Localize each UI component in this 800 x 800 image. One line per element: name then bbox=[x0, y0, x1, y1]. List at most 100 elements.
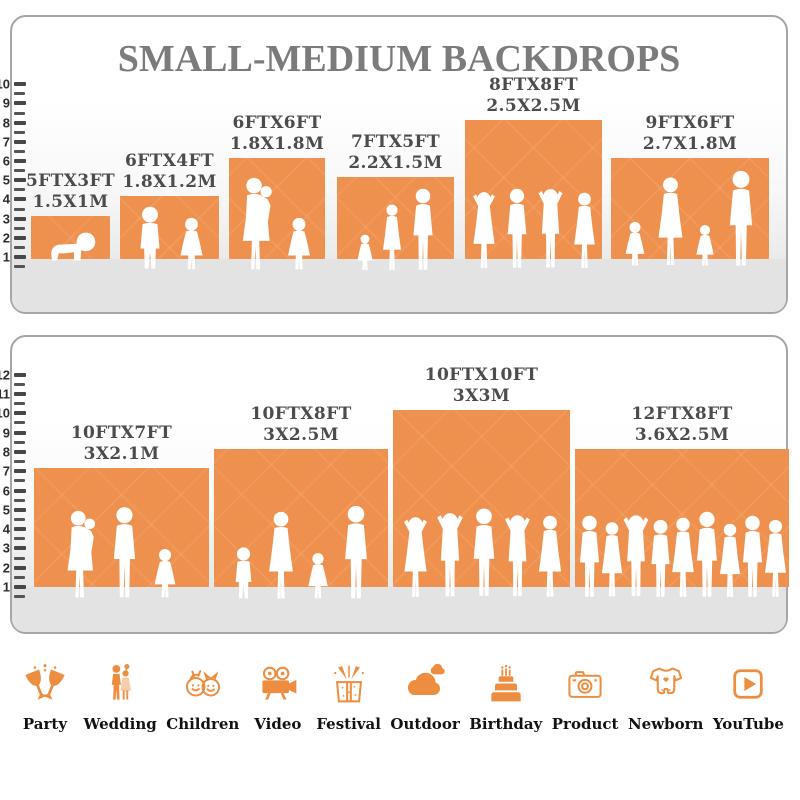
ruler-number: 1 bbox=[2, 249, 10, 265]
backdrop-size-label: 5FTX3FT 1.5X1M bbox=[0, 171, 191, 213]
size-m-text: 1.8X1.2M bbox=[122, 172, 217, 192]
man-silhouette-icon bbox=[107, 506, 141, 600]
ruler-tick bbox=[14, 527, 26, 532]
size-ft-text: 10FTX8FT bbox=[250, 404, 352, 424]
people-silhouettes bbox=[239, 177, 316, 272]
size-m-text: 1.8X1.8M bbox=[229, 134, 325, 154]
category-video: Video bbox=[249, 662, 307, 733]
ruler-minor-tick bbox=[14, 92, 25, 96]
category-label: Video bbox=[254, 715, 302, 733]
ruler-minor-tick bbox=[14, 169, 25, 173]
ruler-number: 3 bbox=[2, 540, 10, 556]
ruler-tick bbox=[14, 216, 26, 221]
ruler-tick bbox=[14, 392, 26, 396]
ruler-tick bbox=[14, 546, 26, 551]
girl-silhouette-icon bbox=[621, 221, 649, 268]
size-ft-text: 9FTX6FT bbox=[645, 113, 735, 133]
ruler-minor-tick bbox=[14, 595, 25, 599]
ruler-minor-tick bbox=[14, 245, 25, 249]
category-children: Children bbox=[166, 662, 239, 733]
size-ft-text: 12FTX8FT bbox=[631, 404, 733, 424]
woman-arms-up-silhouette-icon bbox=[468, 190, 500, 270]
ruler-number: 8 bbox=[2, 444, 10, 460]
mother-baby-silhouette-icon bbox=[63, 510, 99, 600]
category-youtube: YouTube bbox=[713, 662, 784, 733]
backdrop-bar-10x8ft: 10FTX8FT 3X2.5M bbox=[214, 404, 388, 587]
video-icon bbox=[262, 666, 297, 700]
size-ft-text: 10FTX7FT bbox=[70, 423, 173, 443]
ruler-number: 12 bbox=[0, 367, 10, 383]
ruler-minor-tick bbox=[14, 382, 25, 386]
backdrop-bar-10x7ft: 10FTX7FT 3X2.1M bbox=[34, 423, 209, 587]
size-ft-text: 7FTX5FT bbox=[350, 132, 441, 152]
backdrop-bar-7x5ft: 7FTX5FT 2.2X1.5M bbox=[337, 132, 454, 259]
youtube-icon bbox=[733, 669, 764, 699]
mother-baby-silhouette-icon bbox=[239, 177, 277, 272]
woman-silhouette-icon bbox=[379, 204, 404, 272]
ruler-number: 11 bbox=[0, 386, 10, 402]
ruler-number: 1 bbox=[2, 579, 10, 595]
ruler-tick bbox=[14, 372, 26, 377]
size-m-text: 1.5X1M bbox=[32, 192, 109, 212]
girl-silhouette-icon bbox=[692, 224, 718, 268]
girl-silhouette-icon bbox=[304, 552, 333, 601]
ruler-number: 4 bbox=[2, 521, 10, 537]
ruler-tick bbox=[14, 178, 26, 183]
ruler-number: 7 bbox=[2, 463, 10, 479]
ruler-tick bbox=[14, 411, 26, 416]
size-m-text: 3X2.5M bbox=[263, 425, 339, 445]
ruler-minor-tick bbox=[14, 207, 25, 211]
ruler-number: 10 bbox=[0, 405, 10, 421]
size-m-text: 3.6X2.5M bbox=[634, 425, 730, 445]
people-silhouettes bbox=[229, 505, 374, 601]
ruler-number: 6 bbox=[2, 153, 10, 169]
ruler-number: 9 bbox=[2, 95, 10, 111]
people-silhouettes bbox=[574, 511, 790, 599]
backdrop-bar-8x8ft: 8FTX8FT 2.5X2.5M bbox=[465, 75, 602, 259]
woman-silhouette-icon bbox=[761, 519, 790, 599]
woman-silhouette-icon bbox=[534, 515, 565, 599]
bottom-size-panel: 123456789101112 10FTX7FT 3X2.1M 10FTX8FT… bbox=[0, 335, 790, 634]
people-silhouettes bbox=[132, 206, 208, 272]
children-icon bbox=[185, 670, 220, 697]
man-silhouette-icon bbox=[467, 507, 500, 599]
ruler-number: 6 bbox=[2, 483, 10, 498]
category-label: Product bbox=[551, 715, 619, 733]
ruler-minor-tick bbox=[14, 265, 25, 269]
ruler-tick bbox=[14, 255, 26, 259]
category-newborn: Newborn bbox=[628, 662, 703, 733]
ruler-tick bbox=[14, 449, 26, 454]
woman-silhouette-icon bbox=[654, 176, 687, 268]
ruler-minor-tick bbox=[14, 130, 25, 134]
category-birthday: Birthday bbox=[469, 662, 542, 733]
ruler-tick bbox=[14, 585, 26, 589]
ruler-minor-tick bbox=[14, 479, 25, 483]
newborn-icon bbox=[649, 667, 682, 695]
backdrop-size-label: 12FTX8FT 3.6X2.5M bbox=[562, 404, 800, 446]
man-arms-up-silhouette-icon bbox=[534, 187, 567, 270]
ruler-number: 3 bbox=[2, 211, 10, 227]
man-silhouette-icon bbox=[723, 170, 759, 268]
toddler-silhouette-icon bbox=[353, 234, 376, 272]
ruler-minor-tick bbox=[14, 440, 25, 444]
ruler-number: 8 bbox=[2, 115, 10, 131]
backdrop-bar-6x4ft: 6FTX4FT 1.8X1.2M bbox=[120, 151, 219, 259]
size-ft-text: 10FTX10FT bbox=[424, 365, 539, 385]
ruler-tick bbox=[14, 565, 26, 570]
man-arms-up-silhouette-icon bbox=[500, 513, 534, 599]
ruler-tick bbox=[14, 488, 26, 493]
height-ruler-ft: 123456789101112 bbox=[0, 337, 42, 632]
girl-silhouette-icon bbox=[283, 217, 316, 272]
girl-silhouette-icon bbox=[149, 548, 180, 600]
page-title: SMALL-MEDIUM BACKDROPS bbox=[117, 38, 681, 80]
man-silhouette-icon bbox=[339, 505, 374, 601]
panel-floor bbox=[12, 259, 786, 312]
ruler-tick bbox=[14, 139, 26, 144]
ruler-minor-tick bbox=[14, 149, 25, 153]
people-silhouettes bbox=[621, 170, 759, 268]
backdrop-bar-9x6ft: 9FTX6FT 2.7X1.8M bbox=[611, 113, 769, 259]
woman-silhouette-icon bbox=[569, 192, 600, 270]
people-silhouettes bbox=[63, 506, 180, 600]
ruler-tick bbox=[14, 507, 26, 512]
ruler-number: 10 bbox=[0, 76, 10, 92]
